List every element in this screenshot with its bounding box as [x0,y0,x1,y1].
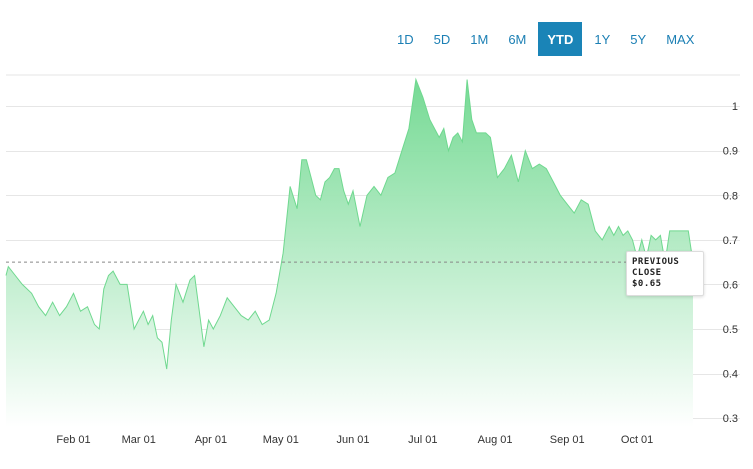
range-1d-button[interactable]: 1D [397,31,414,47]
range-6m-button[interactable]: 6M [508,31,527,47]
y-tick-label-1: 0.4 [723,369,738,381]
x-tick-label-2: Apr 01 [195,434,227,446]
chart-area-layer [5,77,694,427]
range-ytd-button[interactable]: YTD [538,22,583,56]
x-tick-label-7: Sep 01 [550,434,585,446]
previous-close-tooltip: PREVIOUS CLOSE $0.65 [626,251,704,296]
x-tick-label-3: May 01 [263,434,299,446]
x-tick-label-1: Mar 01 [122,434,156,446]
y-tick-label-4: 0.7 [723,235,738,247]
range-max-button[interactable]: MAX [666,31,695,47]
range-1m-button[interactable]: 1M [470,31,489,47]
range-5d-button[interactable]: 5D [433,31,451,47]
tooltip-line-3: $0.65 [632,279,662,289]
y-tick-label-7: 1 [732,101,738,113]
y-tick-label-5: 0.8 [723,190,738,202]
range-selector: 1D 5D 1M 6M YTD 1Y 5Y MAX [389,22,706,56]
y-tick-label-0: 0.3 [723,413,738,425]
range-1y-button[interactable]: 1Y [594,31,611,47]
range-5y-button[interactable]: 5Y [630,31,647,47]
x-tick-label-4: Jun 01 [336,434,369,446]
y-tick-label-3: 0.6 [723,279,738,291]
x-tick-label-5: Jul 01 [408,434,437,446]
x-tick-label-6: Aug 01 [478,434,513,446]
price-line [5,77,694,370]
y-tick-label-6: 0.9 [723,146,738,158]
x-tick-label-0: Feb 01 [56,434,90,446]
tooltip-line-1: PREVIOUS [632,257,680,267]
tooltip-line-2: CLOSE [632,268,662,278]
x-tick-label-8: Oct 01 [621,434,653,446]
price-area [6,79,693,427]
y-tick-label-2: 0.5 [723,324,738,336]
y-axis: 0.3 0.4 0.5 0.6 0.7 0.8 0.9 1 [723,101,738,425]
x-axis: Feb 01 Mar 01 Apr 01 May 01 Jun 01 Jul 01 Aug … [56,434,653,446]
